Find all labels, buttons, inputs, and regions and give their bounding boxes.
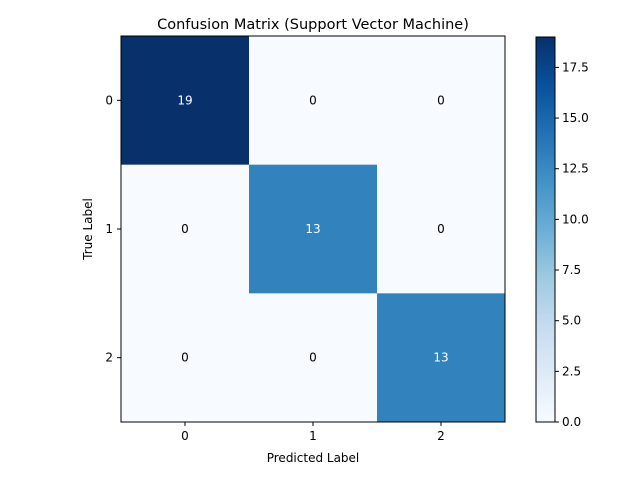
heatmap-cell (249, 293, 378, 423)
heatmap-cell (121, 164, 250, 294)
heatmap-cell-labels: 19 0 0 0 13 0 0 0 13 (177, 93, 448, 364)
cell-value-label: 0 (437, 222, 445, 236)
colorbar-tick-label: 15.0 (562, 111, 589, 125)
colorbar-tick-label: 0.0 (562, 415, 581, 429)
colorbar-tick-label: 7.5 (562, 263, 581, 277)
chart-title: Confusion Matrix (Support Vector Machine… (157, 17, 469, 33)
y-tick-label: 1 (105, 222, 113, 236)
x-axis-label: Predicted Label (267, 451, 360, 465)
cell-value-label: 19 (177, 93, 192, 107)
heatmap-cell (249, 164, 378, 294)
cell-value-label: 13 (433, 351, 448, 365)
colorbar-tick-label: 17.5 (562, 60, 589, 74)
cell-value-label: 0 (181, 351, 189, 365)
colorbar-tick-label: 10.0 (562, 212, 589, 226)
colorbar-ticks: 0.0 2.5 5.0 7.5 10.0 12.5 15.0 17.5 (555, 60, 589, 429)
y-tick-label: 2 (105, 351, 113, 365)
cell-value-label: 0 (181, 222, 189, 236)
cell-value-label: 13 (305, 222, 320, 236)
y-axis-label: True Label (81, 198, 95, 261)
heatmap-cell (121, 293, 250, 423)
x-tick-label: 2 (437, 429, 445, 443)
colorbar-tick-label: 5.0 (562, 314, 581, 328)
heatmap-cell (249, 36, 378, 166)
colorbar (535, 36, 556, 423)
cell-value-label: 0 (437, 93, 445, 107)
x-tick-label: 1 (309, 429, 317, 443)
heatmap-cell (377, 164, 506, 294)
colorbar-tick-label: 12.5 (562, 162, 589, 176)
heatmap-cell (377, 293, 506, 423)
y-axis-ticks: 0 1 2 (105, 93, 121, 365)
colorbar-tick-label: 2.5 (562, 364, 581, 378)
heatmap-cell (377, 36, 506, 166)
y-tick-label: 0 (105, 93, 113, 107)
cell-value-label: 0 (309, 93, 317, 107)
heatmap-cells (121, 36, 506, 423)
x-tick-label: 0 (181, 429, 189, 443)
cell-value-label: 0 (309, 351, 317, 365)
heatmap-cell (121, 36, 250, 166)
x-axis-ticks: 0 1 2 (181, 422, 445, 443)
